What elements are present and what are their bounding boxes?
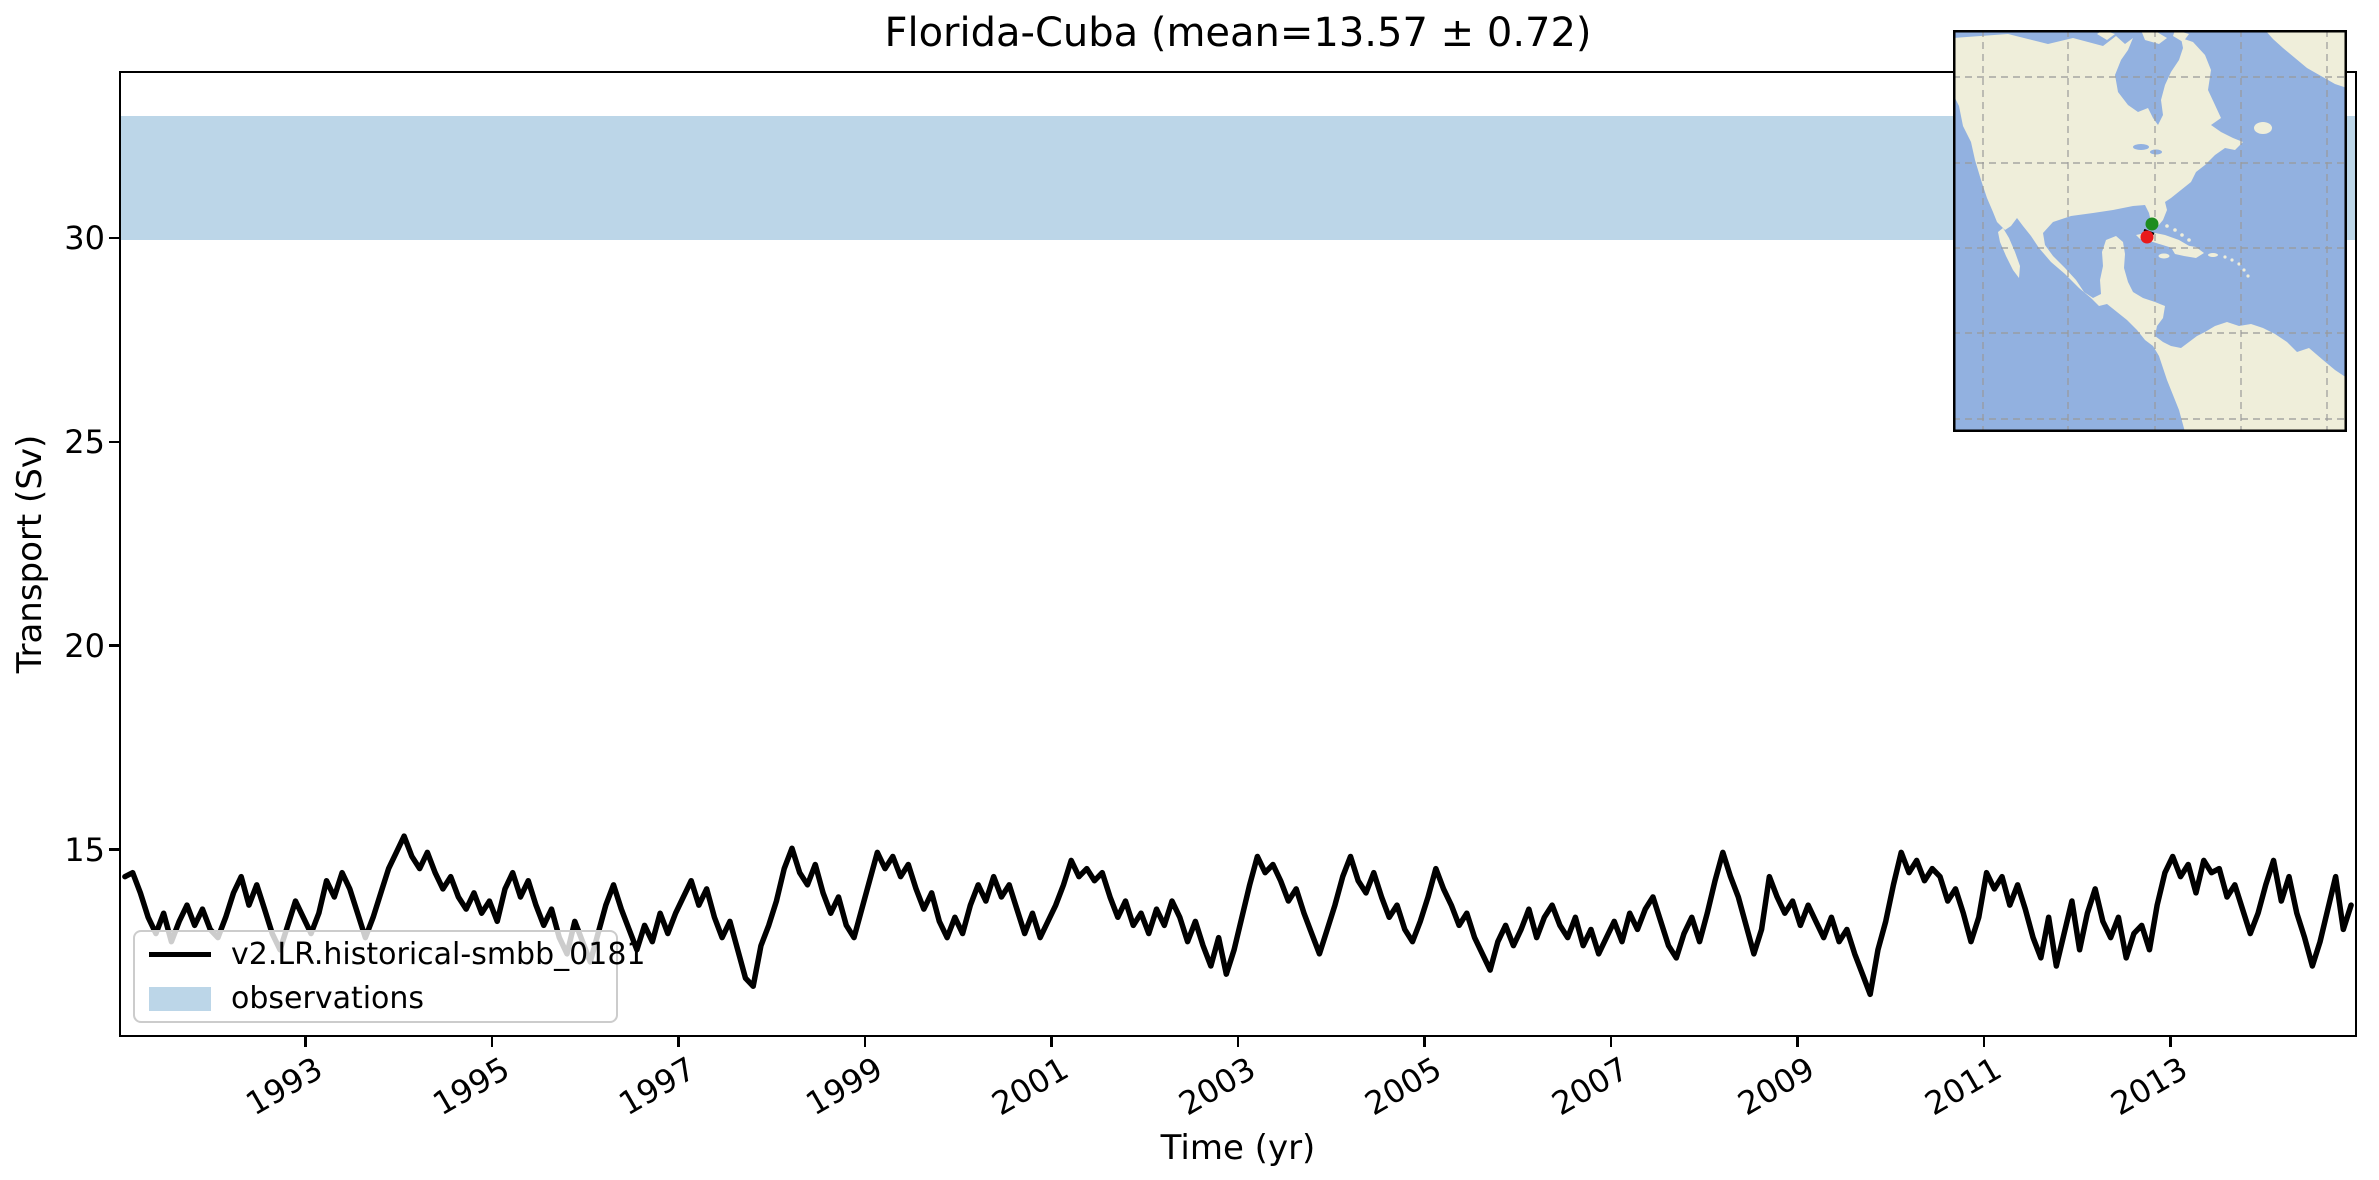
x-tick-label: 1995 [425, 1049, 516, 1124]
x-tick-mark [490, 1037, 494, 1047]
x-tick-mark [1609, 1037, 1613, 1047]
map-bahamas [2165, 224, 2191, 242]
y-tick-mark [109, 644, 119, 647]
map-americas-land [1953, 34, 2347, 432]
y-tick-mark [109, 440, 119, 444]
inset-map [1953, 30, 2347, 432]
x-tick-mark [1982, 1037, 1986, 1047]
x-tick-label: 1997 [612, 1049, 702, 1124]
x-tick-label: 2003 [1171, 1049, 1262, 1124]
x-tick-label: 2007 [1544, 1049, 1635, 1124]
y-axis-label: Transport (Sv) [10, 434, 50, 674]
map-arctic-island-1 [2141, 30, 2167, 44]
x-tick-label: 1999 [798, 1049, 889, 1124]
map-frame [1953, 30, 2347, 432]
map-newfoundland [2254, 122, 2272, 134]
x-tick-mark [1796, 1037, 1799, 1047]
x-tick-mark [1236, 1037, 1240, 1047]
x-tick-mark [863, 1037, 867, 1047]
chart-title: Florida-Cuba (mean=13.57 ± 0.72) [884, 10, 1592, 56]
x-axis-label: Time (yr) [1160, 1128, 1316, 1168]
series-line [122, 833, 2354, 998]
legend-entry-observations: observations [149, 980, 602, 1016]
legend-series-label: v2.LR.historical-smbb_0181 [231, 936, 646, 972]
cuba-marker-icon [2140, 230, 2154, 244]
y-tick-label: 30 [64, 219, 105, 258]
y-tick-label: 25 [64, 422, 105, 461]
x-tick-mark [1050, 1037, 1053, 1047]
y-tick-label: 20 [64, 626, 105, 665]
series-line-svg [122, 833, 2354, 998]
x-tick-label: 2001 [985, 1049, 1075, 1124]
legend-observations-label: observations [231, 980, 425, 1016]
x-tick-mark [2169, 1037, 2172, 1047]
x-tick-mark [677, 1037, 680, 1047]
map-great-lake-1 [2133, 144, 2149, 150]
y-tick-mark [109, 848, 119, 851]
observations-band-swatch-icon [149, 986, 211, 1011]
map-baja-california [1998, 228, 2020, 278]
map-great-lake-2 [2150, 149, 2162, 155]
x-tick-label: 2005 [1358, 1049, 1448, 1124]
y-tick-label: 15 [64, 830, 105, 869]
map-gridlines [1953, 30, 2347, 432]
series-line-swatch-icon [149, 951, 211, 958]
x-tick-label: 2009 [1731, 1049, 1821, 1124]
x-tick-label: 2013 [2104, 1049, 2194, 1124]
map-arctic-island-2 [2173, 30, 2189, 42]
x-tick-label: 2011 [1917, 1049, 2008, 1124]
x-tick-label: 1993 [239, 1049, 329, 1124]
legend-entry-series: v2.LR.historical-smbb_0181 [149, 937, 646, 972]
x-tick-mark [304, 1037, 307, 1047]
florida-marker-icon [2145, 217, 2159, 231]
y-tick-mark [109, 236, 119, 240]
legend: v2.LR.historical-smbb_0181 observations [133, 930, 646, 1023]
map-lesser-antilles [2223, 255, 2250, 278]
x-tick-mark [1423, 1037, 1426, 1047]
map-puerto-rico [2208, 253, 2218, 257]
map-jamaica [2158, 253, 2170, 259]
